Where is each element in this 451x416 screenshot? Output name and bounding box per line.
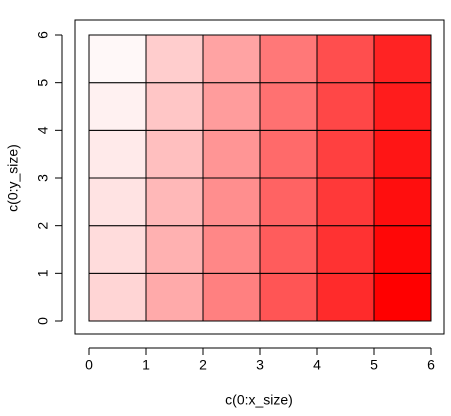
heatmap-cell xyxy=(316,225,375,274)
heatmap-cell xyxy=(88,272,147,322)
heatmap-cell xyxy=(88,177,147,227)
y-tick-label: 1 xyxy=(35,269,51,277)
x-axis-label: c(0:x_size) xyxy=(225,392,293,408)
y-tick-label: 6 xyxy=(35,31,51,39)
heatmap-cell xyxy=(145,34,204,84)
heatmap-cell xyxy=(259,82,318,131)
x-tick-label: 3 xyxy=(256,357,264,373)
y-tick-label: 2 xyxy=(35,222,51,230)
heatmap-cell xyxy=(202,82,261,131)
heatmap-cell xyxy=(259,225,318,274)
y-tick-label: 4 xyxy=(35,126,51,134)
x-tick-label: 2 xyxy=(199,357,207,373)
heatmap-cell xyxy=(202,177,261,227)
heatmap-cell xyxy=(202,34,261,84)
x-tick-label: 4 xyxy=(313,357,321,373)
heatmap-cell xyxy=(316,129,375,179)
heatmap-cell xyxy=(373,225,432,274)
heatmap-cell xyxy=(145,82,204,131)
heatmap-cell xyxy=(145,225,204,274)
heatmap-cell xyxy=(316,34,375,84)
heatmap-cell xyxy=(373,272,432,322)
heatmap-cell xyxy=(373,129,432,179)
x-tick-label: 0 xyxy=(85,357,93,373)
heatmap-cell xyxy=(88,82,147,131)
x-tick-label: 1 xyxy=(142,357,150,373)
heatmap-cell xyxy=(373,177,432,227)
plot-frame xyxy=(74,19,445,335)
heatmap-cell xyxy=(88,225,147,274)
heatmap-cell xyxy=(202,129,261,179)
heatmap-cell xyxy=(259,129,318,179)
y-tick-label: 5 xyxy=(35,79,51,87)
heatmap-cell xyxy=(373,34,432,84)
heatmap-cell xyxy=(259,272,318,322)
heatmap-cell xyxy=(145,177,204,227)
heatmap-cell xyxy=(202,272,261,322)
heatmap-cell xyxy=(316,82,375,131)
heatmap-cell xyxy=(145,272,204,322)
heatmap-cell xyxy=(259,177,318,227)
y-axis-label: c(0:y_size) xyxy=(5,144,21,212)
x-tick-label: 6 xyxy=(427,357,435,373)
x-tick-label: 5 xyxy=(370,357,378,373)
heatmap-cell xyxy=(145,129,204,179)
heatmap-cell xyxy=(316,272,375,322)
heatmap-cell xyxy=(316,177,375,227)
heatmap-cell xyxy=(202,225,261,274)
heatmap-cell xyxy=(88,34,147,84)
y-tick-label: 0 xyxy=(35,317,51,325)
y-tick-label: 3 xyxy=(35,174,51,182)
heatmap-cell xyxy=(373,82,432,131)
heatmap-cell xyxy=(88,129,147,179)
heatmap-cell xyxy=(259,34,318,84)
